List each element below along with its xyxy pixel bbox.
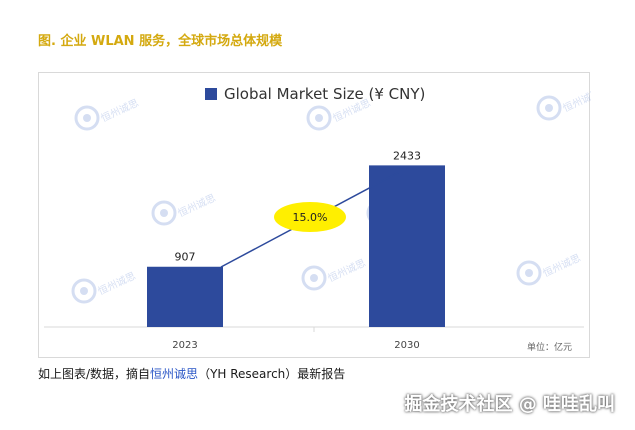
footer-watermark: 掘金技术社区 @ 哇哇乱叫 — [404, 394, 615, 415]
watermark-logo-icon: 恒州诚思 — [74, 96, 141, 131]
figure-title: 图. 企业 WLAN 服务，全球市场总体规模 — [38, 34, 283, 49]
legend-swatch — [205, 88, 217, 100]
growth-badge — [274, 202, 346, 232]
legend-label: Global Market Size (¥ CNY) — [224, 85, 425, 103]
watermark-text: 恒州诚思 — [561, 86, 591, 115]
caption-prefix: 如上图表/数据，摘自 — [38, 367, 151, 381]
watermark-text: 恒州诚思 — [176, 191, 218, 220]
watermark-logo-icon: 恒州诚思 — [536, 86, 591, 121]
bar-2030 — [369, 165, 445, 327]
watermark-logo-icon: 恒州诚思 — [301, 256, 368, 291]
bar-2023 — [147, 266, 223, 327]
x-tick-label-2030: 2030 — [394, 340, 419, 351]
unit-label: 单位：亿元 — [527, 341, 572, 353]
watermark-text: 恒州诚思 — [541, 251, 583, 280]
watermark-text: 恒州诚思 — [96, 269, 138, 298]
watermark-logo-icon: 恒州诚思 — [516, 251, 583, 286]
value-label-2030: 2433 — [393, 149, 421, 162]
chart: 恒州诚思恒州诚思恒州诚思恒州诚思恒州诚思恒州诚思恒州诚思恒州诚思 Global … — [44, 85, 591, 353]
caption-source-link[interactable]: 恒州诚思 — [150, 367, 199, 381]
watermark-text: 恒州诚思 — [99, 96, 141, 125]
caption-suffix: （YH Research）最新报告 — [198, 367, 346, 381]
x-tick-label-2023: 2023 — [172, 340, 197, 351]
source-caption: 如上图表/数据，摘自恒州诚思（YH Research）最新报告 — [38, 365, 345, 382]
growth-rate-label: 15.0% — [293, 211, 328, 224]
watermark-logo-icon: 恒州诚思 — [151, 191, 218, 226]
bars-layer: 907 2023 2433 2030 — [147, 149, 445, 351]
value-label-2023: 907 — [175, 251, 196, 264]
chart-frame: 恒州诚思恒州诚思恒州诚思恒州诚思恒州诚思恒州诚思恒州诚思恒州诚思 Global … — [38, 72, 591, 358]
watermark-text: 恒州诚思 — [326, 256, 368, 285]
watermark-logo-icon: 恒州诚思 — [71, 269, 138, 304]
